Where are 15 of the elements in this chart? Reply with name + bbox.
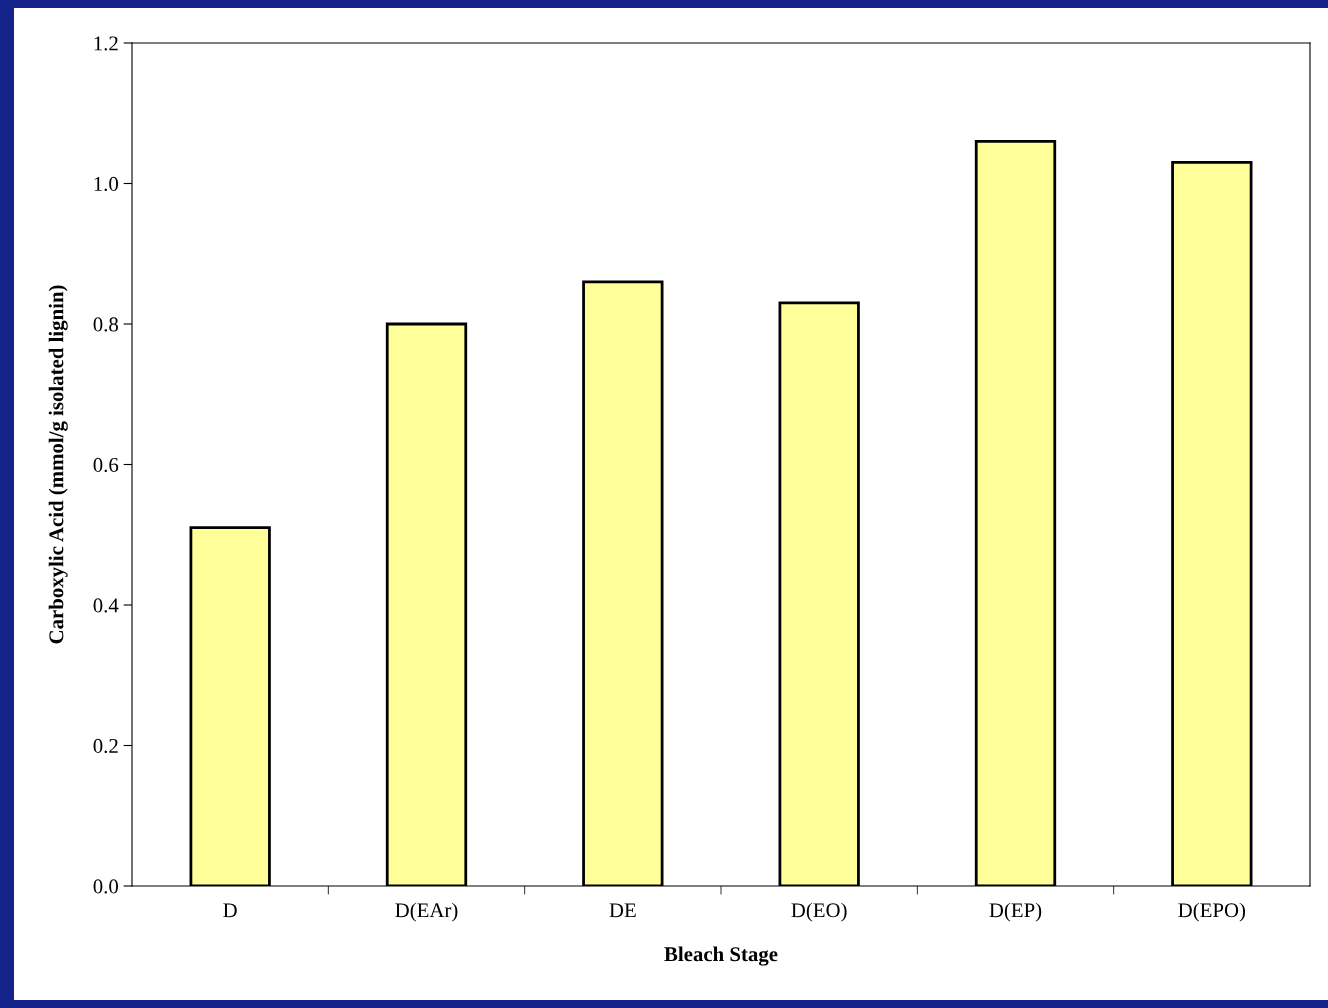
y-tick-label: 0.2: [93, 738, 118, 754]
x-tick-label: D(EP): [989, 902, 1042, 922]
x-tick-label: D(EPO): [1178, 902, 1246, 922]
y-tick-label: 1.0: [94, 176, 119, 192]
y-tick-label: 0.8: [93, 317, 119, 332]
y-tick-label: 0.0: [93, 879, 119, 894]
y-tick-label: 0.4: [93, 598, 119, 613]
x-tick-label: DE: [609, 903, 636, 918]
x-axis-title: Bleach Stage: [664, 946, 778, 966]
x-tick-label: D(EO): [791, 902, 847, 922]
y-axis-title: Carboxylic Acid (mmol/g isolated lignin): [48, 285, 68, 644]
y-tick-label: 0.6: [93, 457, 119, 473]
x-tick-label: D: [223, 903, 237, 918]
x-tick-label: D(EAr): [395, 902, 458, 922]
y-tick-label: 1.2: [94, 36, 118, 51]
